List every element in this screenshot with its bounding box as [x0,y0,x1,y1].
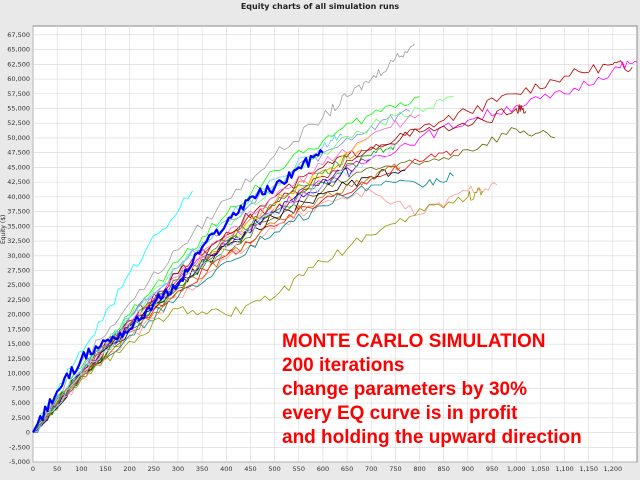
y-tick-label: 27,500 [7,267,30,275]
y-tick-label: -2,500 [9,443,30,451]
y-tick-label: 42,500 [7,178,30,186]
x-tick-label: 850 [438,465,450,473]
equity-series-line [32,142,401,433]
x-tick-label: 100 [75,465,87,473]
equity-series-line [32,187,483,433]
annotation-line-3: change parameters by 30% [282,379,528,400]
x-tick-label: 1,000 [507,465,526,473]
x-tick-label: 750 [389,465,401,473]
y-tick-label: 12,500 [7,355,30,363]
y-tick-label: 67,500 [7,31,30,39]
y-tick-label: 40,000 [7,193,30,201]
annotation-line-5: and holding the upward direction [282,427,582,448]
x-tick-label: 1,200 [604,465,623,473]
y-tick-label: 62,500 [7,60,30,68]
x-tick-label: 700 [365,465,377,473]
y-tick-label: 25,000 [7,281,30,289]
grid-lines [32,26,637,463]
y-tick-label: 15,000 [7,340,30,348]
annotation-line-4: every EQ curve is in profit [282,403,518,424]
x-tick-label: 550 [293,465,305,473]
y-tick-label: 22,500 [7,296,30,304]
y-tick-label: 2,500 [11,414,30,422]
y-tick-label: 35,000 [7,222,30,230]
equity-series-line [32,114,420,433]
y-tick-label: 0 [26,429,30,437]
y-tick-label: 32,500 [7,237,30,245]
y-tick-label: 45,000 [7,163,30,171]
y-tick-label: -5,000 [9,458,30,466]
y-tick-label: 30,000 [7,252,30,260]
y-tick-label: 10,000 [7,370,30,378]
equity-series-line [32,149,324,434]
equity-series-line [32,43,415,433]
x-tick-label: 0 [31,465,35,473]
equity-series-line [32,154,348,433]
y-tick-label: 47,500 [7,149,30,157]
equity-series-line [32,163,401,433]
x-tick-label: 950 [486,465,498,473]
y-tick-label: 57,500 [7,90,30,98]
x-tick-label: 600 [317,465,329,473]
x-tick-label: 300 [172,465,184,473]
y-tick-label: 52,500 [7,119,30,127]
x-tick-label: 250 [148,465,160,473]
x-tick-label: 500 [268,465,280,473]
y-tick-label: 37,500 [7,208,30,216]
x-tick-label: 150 [99,465,111,473]
y-tick-label: 20,000 [7,311,30,319]
y-tick-label: 55,000 [7,104,30,112]
x-tick-label: 400 [220,465,232,473]
x-tick-label: 800 [413,465,425,473]
annotation-line-1: MONTE CARLO SIMULATION [282,331,546,352]
y-tick-label: 60,000 [7,75,30,83]
x-tick-label: 650 [341,465,353,473]
x-tick-label: 1,050 [531,465,550,473]
y-tick-label: 7,500 [11,384,30,392]
x-tick-label: 450 [244,465,256,473]
annotation-line-2: 200 iterations [282,355,405,376]
x-tick-label: 200 [123,465,135,473]
x-tick-label: 350 [196,465,208,473]
y-tick-label: 17,500 [7,325,30,333]
chart-title: Equity charts of all simulation runs [240,2,400,11]
x-tick-label: 50 [53,465,61,473]
x-tick-label: 1,150 [579,465,598,473]
y-tick-label: 65,000 [7,46,30,54]
y-axis-label: Equity ($) [0,215,7,244]
y-tick-label: 5,000 [11,399,30,407]
x-tick-labels: 0 50 100 150 200 250 300 350 400 450 500 550 600 650 7… [31,465,622,473]
equity-series-line [32,190,193,433]
plot-area [32,25,638,463]
series-group [32,43,637,434]
y-tick-label: 50,000 [7,134,30,142]
x-tick-label: 900 [462,465,474,473]
y-tick-labels: -5,000 -2,500 0 2,500 5,000 7,500 10,000 12,500… [7,31,30,466]
x-tick-label: 1,100 [555,465,574,473]
